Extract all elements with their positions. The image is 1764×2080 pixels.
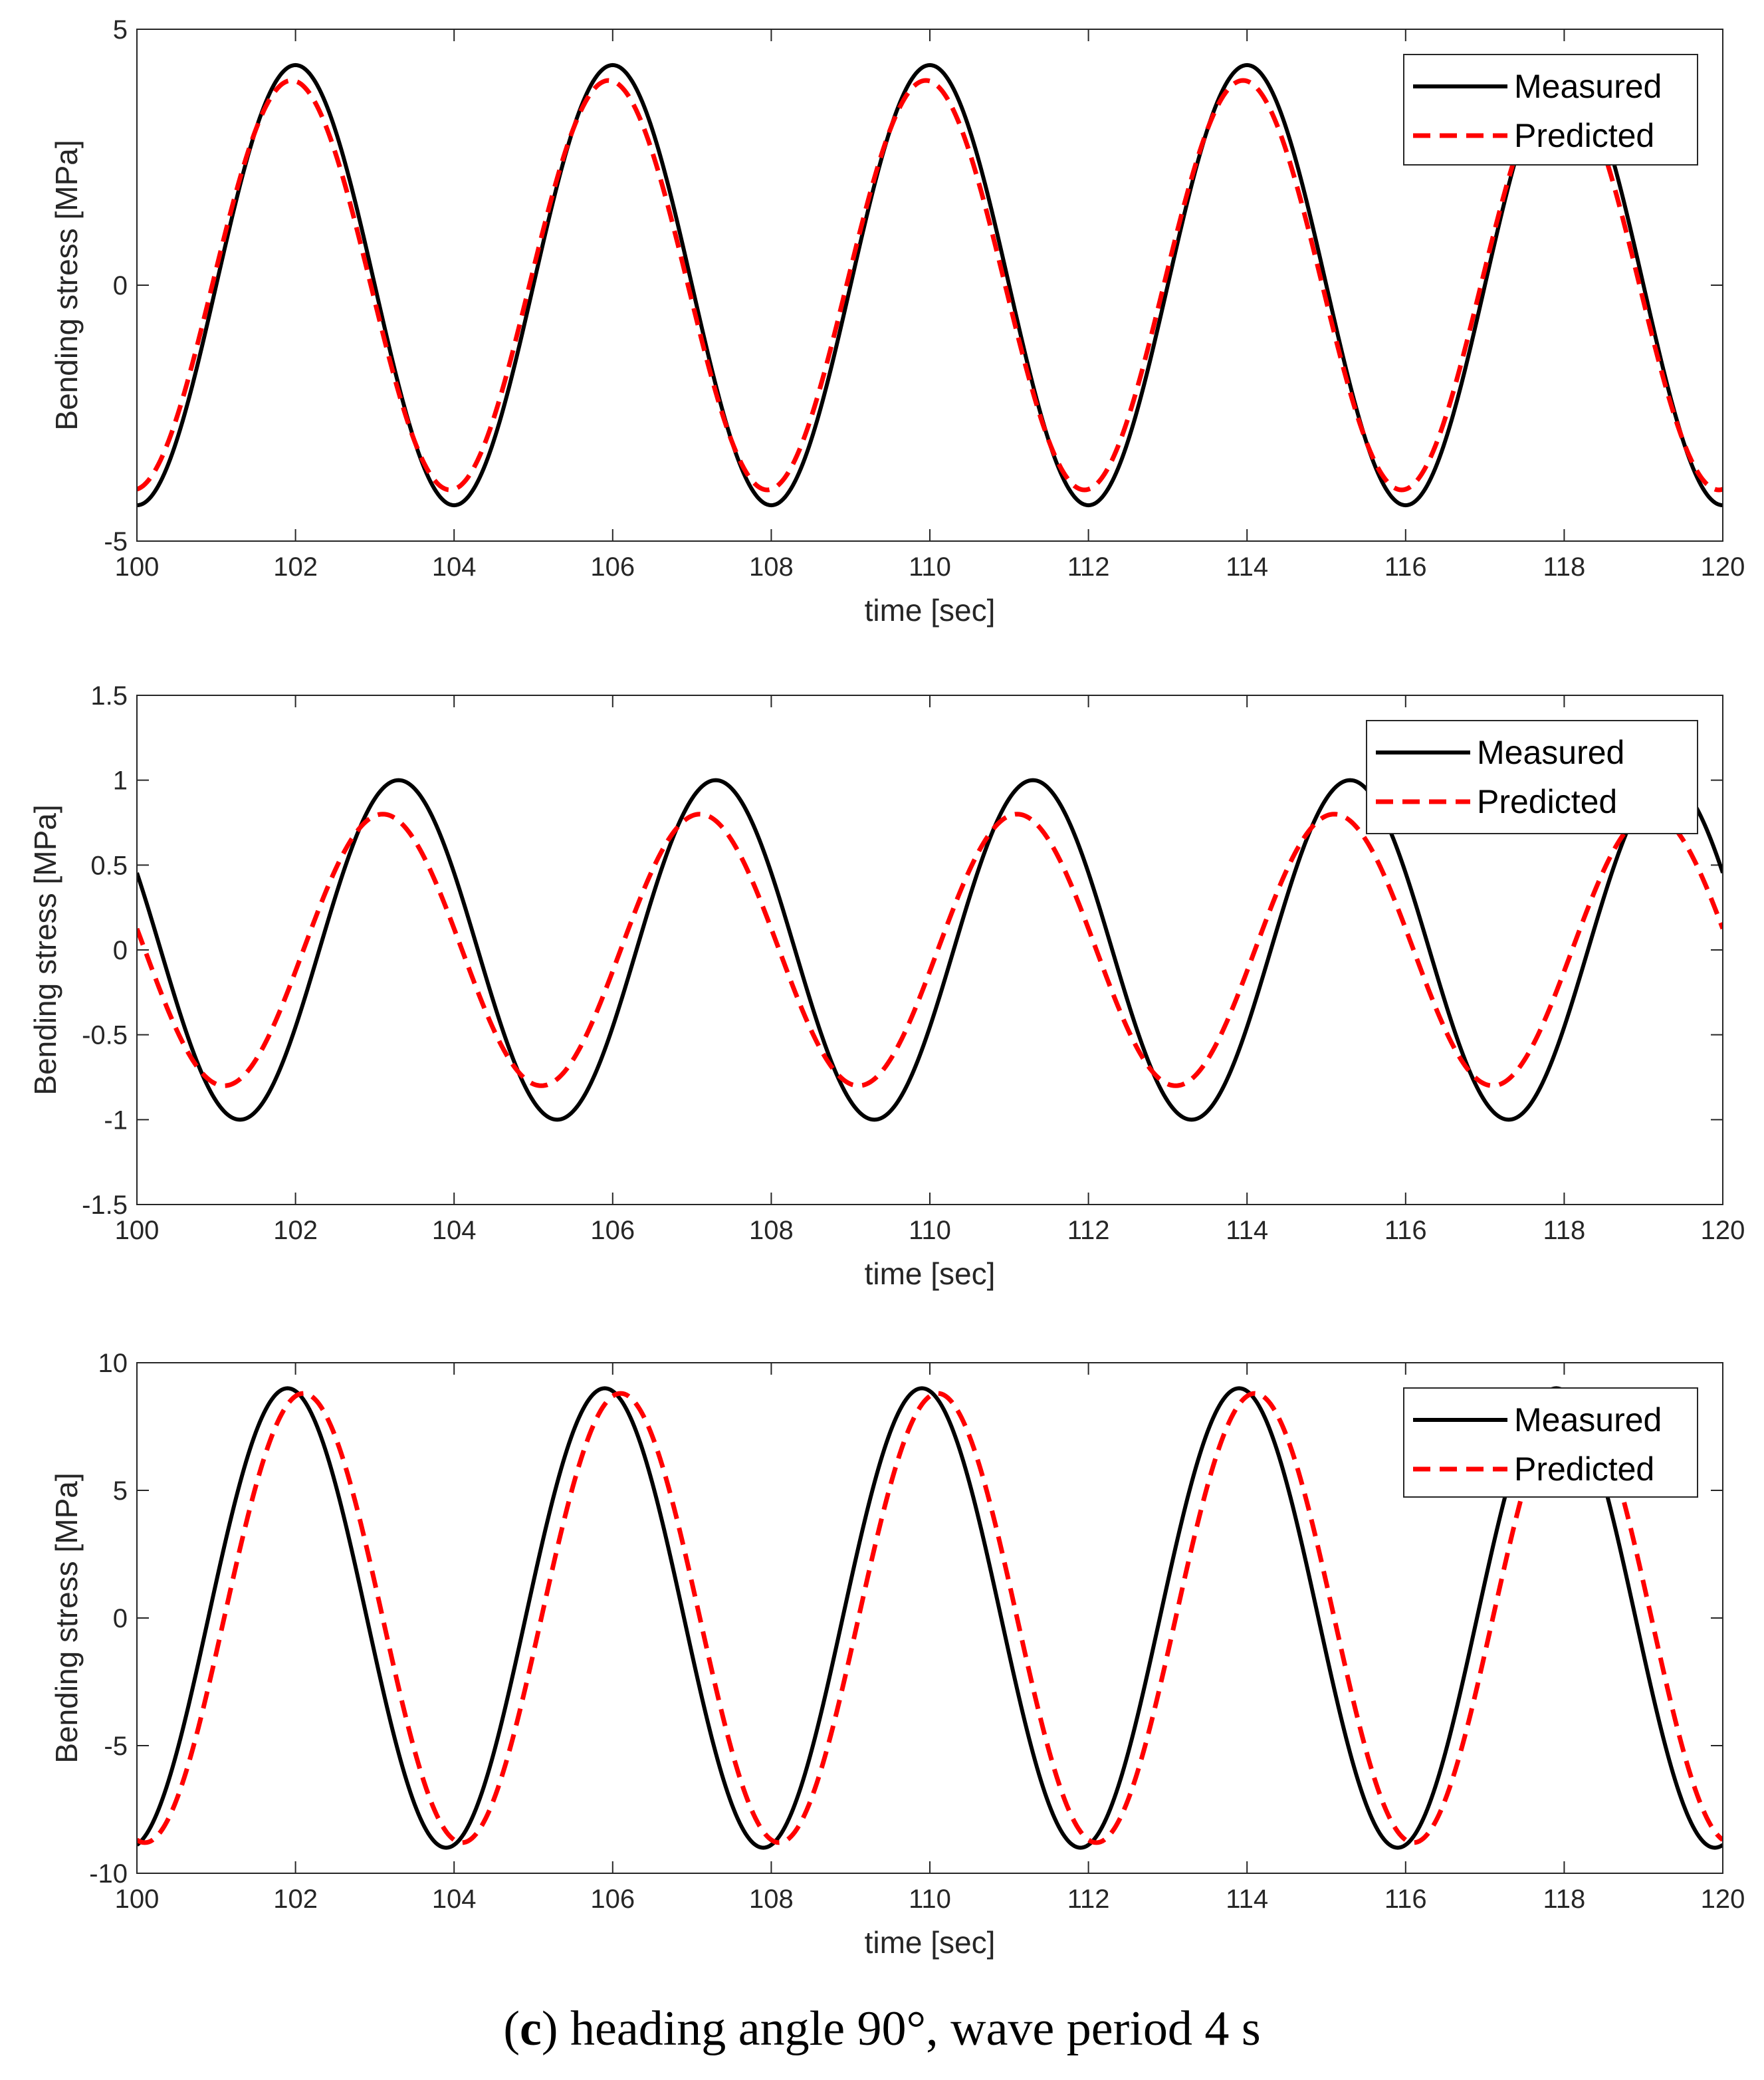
legend: Measured Predicted — [1403, 1387, 1698, 1498]
subplot-3: 100 102 104 106 108 110 112 114 116 118 120 -10 -5 0 5… — [49, 1349, 1745, 1960]
x-tick-label: 120 — [1701, 1216, 1745, 1245]
x-tick-label: 116 — [1384, 1216, 1427, 1245]
legend-box — [1366, 720, 1698, 834]
x-axis-label: time [sec] — [865, 1925, 996, 1960]
x-axis-label: time [sec] — [865, 1256, 996, 1291]
series-line-predicted — [137, 812, 1723, 1088]
axes-box — [136, 29, 1723, 542]
y-axis-label: Bending stress [MPa] — [49, 140, 84, 430]
legend: Measured Predicted — [1366, 720, 1698, 834]
series-line-measured — [137, 778, 1723, 1122]
x-tick-label: 100 — [115, 1885, 160, 1914]
x-tick-label: 118 — [1543, 1885, 1586, 1914]
x-tick-label: 110 — [909, 1216, 951, 1245]
legend-label-measured: Measured — [1477, 734, 1624, 771]
x-tick-label: 112 — [1067, 1216, 1110, 1245]
y-tick-label: 10 — [98, 1349, 128, 1378]
x-tick-label: 106 — [590, 1216, 635, 1245]
legend: Measured Predicted — [1403, 54, 1698, 166]
y-tick-label: 1 — [113, 766, 128, 796]
x-tick-label: 106 — [590, 1885, 635, 1914]
x-tick-label: 110 — [909, 552, 951, 582]
y-tick-label: 0 — [113, 1604, 128, 1633]
y-tick-label: 5 — [113, 15, 128, 45]
y-tick-label: 0.5 — [90, 851, 128, 880]
x-tick-label: 114 — [1226, 552, 1268, 582]
legend-box — [1403, 54, 1698, 166]
y-tick-label: -5 — [104, 527, 128, 556]
x-tick-label: 106 — [590, 552, 635, 582]
y-axis-label: Bending stress [MPa] — [28, 804, 62, 1095]
subplot-2: 100 102 104 106 108 110 112 114 116 118 120 -1.5 -1 -… — [28, 681, 1745, 1291]
y-tick-label: -1 — [104, 1105, 128, 1135]
subplot-1: 100 102 104 106 108 110 112 114 116 118 120 -5 0 5 tim… — [49, 15, 1745, 628]
y-tick-label: 1.5 — [90, 681, 128, 711]
series-line-predicted — [137, 78, 1723, 493]
y-tick-label: -0.5 — [82, 1021, 128, 1050]
x-tick-label: 118 — [1543, 1216, 1586, 1245]
legend-label-predicted: Predicted — [1514, 117, 1654, 154]
x-tick-label: 114 — [1226, 1216, 1268, 1245]
caption-letter: c — [520, 2002, 542, 2056]
y-tick-label: 0 — [113, 936, 128, 965]
y-tick-label: -10 — [89, 1859, 128, 1889]
x-tick-label: 102 — [273, 552, 318, 582]
x-tick-label: 116 — [1384, 552, 1427, 582]
caption-close: ) — [541, 2002, 558, 2056]
y-axis-label: Bending stress [MPa] — [49, 1472, 84, 1763]
x-tick-label: 108 — [749, 1885, 794, 1914]
x-tick-label: 116 — [1384, 1885, 1427, 1914]
axes-box — [136, 1362, 1723, 1874]
x-tick-label: 104 — [432, 1885, 477, 1914]
y-tick-label: -5 — [104, 1732, 128, 1761]
y-tick-label: 5 — [113, 1476, 128, 1506]
x-tick-label: 114 — [1226, 1885, 1268, 1914]
x-tick-label: 118 — [1543, 552, 1586, 582]
x-tick-label: 100 — [115, 1216, 160, 1245]
legend-label-predicted: Predicted — [1514, 1450, 1654, 1488]
legend-box — [1403, 1387, 1698, 1498]
x-tick-label: 108 — [749, 1216, 794, 1245]
caption-open: ( — [503, 2002, 520, 2056]
legend-label-measured: Measured — [1514, 1401, 1662, 1439]
x-tick-label: 102 — [273, 1885, 318, 1914]
x-tick-label: 102 — [273, 1216, 318, 1245]
axes-box — [136, 695, 1723, 1205]
y-tick-label: -1.5 — [82, 1191, 128, 1220]
figure-caption: (c) heading angle 90°, wave period 4 s — [0, 2001, 1764, 2057]
x-tick-label: 112 — [1067, 1885, 1110, 1914]
series-line-measured — [137, 1386, 1723, 1850]
legend-label-predicted: Predicted — [1477, 783, 1617, 820]
legend-label-measured: Measured — [1514, 68, 1662, 105]
x-axis-label: time [sec] — [865, 593, 996, 628]
caption-text: heading angle 90°, wave period 4 s — [558, 2002, 1261, 2056]
y-tick-label: 0 — [113, 271, 128, 300]
x-tick-label: 100 — [115, 552, 160, 582]
x-tick-label: 110 — [909, 1885, 951, 1914]
x-tick-label: 104 — [432, 552, 477, 582]
x-tick-label: 112 — [1067, 552, 1110, 582]
x-tick-label: 120 — [1701, 552, 1745, 582]
x-tick-label: 108 — [749, 552, 794, 582]
x-tick-label: 104 — [432, 1216, 477, 1245]
x-tick-label: 120 — [1701, 1885, 1745, 1914]
